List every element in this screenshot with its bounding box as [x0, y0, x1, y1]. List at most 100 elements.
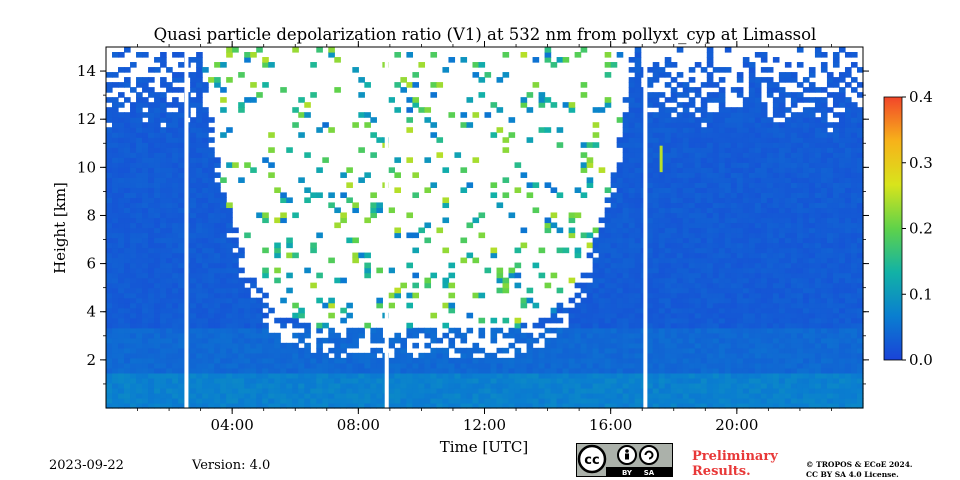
heatmap-cell: [742, 342, 750, 349]
heatmap-cell: [490, 362, 498, 369]
heatmap-cell: [316, 392, 323, 399]
heatmap-cell: [460, 367, 468, 374]
heatmap-cell: [748, 267, 756, 274]
heatmap-cell: [658, 347, 666, 354]
heatmap-cell: [586, 157, 594, 163]
heatmap-cell: [208, 197, 215, 204]
heatmap-cell: [166, 347, 173, 354]
heatmap-cell: [112, 327, 119, 334]
heatmap-cell: [718, 92, 726, 98]
heatmap-cell: [208, 377, 215, 384]
heatmap-cell: [118, 382, 125, 389]
heatmap-cell: [802, 87, 810, 93]
heatmap-cell: [718, 342, 726, 349]
heatmap-cell: [310, 402, 317, 409]
heatmap-cell: [154, 327, 161, 334]
heatmap-cell: [166, 172, 173, 178]
heatmap-cell: [172, 392, 179, 399]
heatmap-cell: [694, 302, 702, 309]
heatmap-cell: [406, 82, 414, 88]
heatmap-cell: [754, 137, 762, 143]
heatmap-cell: [214, 77, 221, 83]
heatmap-cell: [760, 287, 768, 294]
heatmap-cell: [442, 302, 450, 309]
heatmap-cell: [412, 102, 420, 108]
heatmap-cell: [154, 272, 161, 279]
heatmap-cell: [112, 242, 119, 249]
heatmap-cell: [148, 112, 155, 118]
heatmap-cell: [190, 237, 197, 244]
heatmap-cell: [610, 367, 618, 374]
heatmap-cell: [172, 222, 179, 229]
heatmap-cell: [670, 292, 678, 299]
heatmap-cell: [652, 72, 660, 78]
heatmap-cell: [802, 187, 810, 193]
heatmap-cell: [328, 302, 335, 309]
heatmap-cell: [130, 167, 137, 173]
heatmap-cell: [778, 167, 786, 173]
heatmap-cell: [790, 347, 798, 354]
heatmap-cell: [760, 192, 768, 199]
heatmap-cell: [190, 152, 197, 158]
heatmap-cell: [430, 382, 438, 389]
heatmap-cell: [712, 202, 720, 209]
heatmap-cell: [772, 362, 780, 369]
heatmap-cell: [328, 392, 335, 399]
heatmap-cell: [592, 367, 600, 374]
heatmap-cell: [814, 272, 822, 279]
heatmap-cell: [298, 307, 305, 314]
heatmap-cell: [220, 277, 227, 284]
heatmap-cell: [784, 257, 792, 264]
heatmap-cell: [760, 127, 768, 133]
heatmap-cell: [742, 232, 750, 239]
heatmap-cell: [724, 312, 732, 319]
heatmap-cell: [682, 102, 690, 108]
heatmap-cell: [172, 72, 179, 78]
heatmap-cell: [172, 87, 179, 93]
heatmap-cell: [298, 357, 305, 364]
heatmap-cell: [748, 82, 756, 88]
heatmap-cell: [148, 342, 155, 349]
heatmap-cell: [568, 312, 576, 319]
heatmap-cell: [580, 152, 588, 158]
heatmap-cell: [106, 107, 113, 113]
heatmap-cell: [772, 302, 780, 309]
heatmap-cell: [670, 272, 678, 279]
heatmap-cell: [628, 67, 636, 73]
heatmap-cell: [274, 382, 281, 389]
heatmap-cell: [490, 377, 498, 384]
heatmap-cell: [598, 242, 606, 249]
heatmap-cell: [622, 222, 630, 229]
heatmap-cell: [190, 342, 197, 349]
heatmap-cell: [628, 317, 636, 324]
heatmap-cell: [430, 312, 438, 319]
heatmap-cell: [268, 307, 275, 314]
heatmap-cell: [148, 152, 155, 158]
heatmap-cell: [718, 102, 726, 108]
heatmap-cell: [616, 362, 624, 369]
heatmap-cell: [694, 207, 702, 214]
heatmap-cell: [196, 237, 203, 244]
heatmap-cell: [688, 117, 696, 123]
heatmap-cell: [784, 382, 792, 389]
heatmap-cell: [742, 277, 750, 284]
heatmap-cell: [766, 212, 774, 219]
heatmap-cell: [124, 322, 131, 329]
heatmap-cell: [808, 337, 816, 344]
heatmap-cell: [646, 382, 654, 389]
heatmap-cell: [664, 82, 672, 88]
heatmap-cell: [340, 277, 347, 284]
heatmap-cell: [130, 152, 137, 158]
heatmap-cell: [676, 202, 684, 209]
heatmap-cell: [142, 232, 149, 239]
heatmap-cell: [670, 282, 678, 289]
heatmap-cell: [424, 397, 432, 404]
heatmap-cell: [178, 277, 185, 284]
heatmap-cell: [148, 67, 155, 73]
heatmap-cell: [172, 312, 179, 319]
heatmap-cell: [286, 377, 293, 384]
heatmap-cell: [526, 352, 534, 359]
heatmap-cell: [178, 172, 185, 178]
heatmap-cell: [364, 217, 371, 224]
heatmap-cell: [760, 137, 768, 143]
